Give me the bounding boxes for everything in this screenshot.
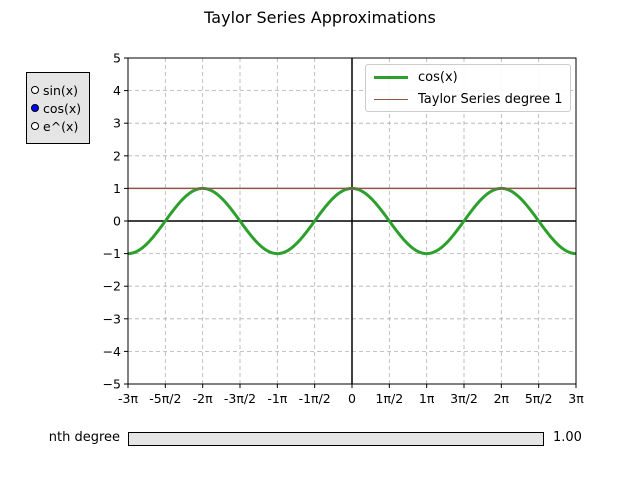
y-tick-label-1: −4 — [103, 344, 121, 359]
y-tick-label-5: 0 — [113, 214, 121, 229]
degree-slider[interactable] — [128, 432, 544, 446]
y-tick-label-0: −5 — [103, 377, 121, 392]
radio-sin-label[interactable]: sin(x) — [43, 82, 79, 98]
legend-swatch-taylor — [374, 98, 408, 100]
radio-cos-indicator[interactable] — [31, 104, 39, 112]
radio-cos-label[interactable]: cos(x) — [43, 100, 82, 116]
x-tick-label-5: -1π/2 — [299, 391, 331, 406]
x-tick-label-6: 0 — [348, 391, 356, 406]
legend-label-taylor: Taylor Series degree 1 — [418, 91, 563, 107]
slider-value: 1.00 — [553, 430, 582, 445]
y-tick-label-7: 2 — [113, 148, 121, 163]
y-tick-label-8: 3 — [113, 116, 121, 131]
legend-item-taylor: Taylor Series degree 1 — [374, 89, 563, 109]
x-tick-label-12: 3π — [568, 391, 584, 406]
x-tick-label-8: 1π — [419, 391, 435, 406]
x-tick-label-11: 5π/2 — [525, 391, 553, 406]
radio-exp-label[interactable]: e^(x) — [43, 118, 79, 134]
radio-cos[interactable]: cos(x) — [31, 99, 81, 117]
radio-exp[interactable]: e^(x) — [31, 117, 78, 135]
series-layer — [127, 186, 577, 256]
legend-label-cos: cos(x) — [418, 69, 458, 85]
legend-item-cos: cos(x) — [374, 67, 458, 87]
radio-sin[interactable]: sin(x) — [31, 81, 78, 99]
x-tick-label-9: 3π/2 — [450, 391, 478, 406]
x-tick-label-2: -2π — [193, 391, 213, 406]
x-tick-label-0: -3π — [118, 391, 138, 406]
y-tick-label-3: −2 — [103, 279, 121, 294]
y-tick-label-9: 4 — [113, 83, 121, 98]
plot-frame — [127, 57, 577, 385]
x-tick-label-7: 1π/2 — [376, 391, 404, 406]
y-tick-label-4: −1 — [103, 246, 121, 261]
slider-label: nth degree — [48, 430, 120, 445]
x-tick-label-10: 2π — [494, 391, 510, 406]
legend: cos(x) Taylor Series degree 1 — [365, 64, 571, 112]
y-tick-label-10: 5 — [113, 51, 121, 66]
radio-exp-indicator[interactable] — [31, 122, 39, 130]
function-radio-group: sin(x) cos(x) e^(x) — [26, 72, 90, 144]
chart-title: Taylor Series Approximations — [204, 8, 436, 27]
axes-layer — [128, 58, 576, 384]
x-tick-label-3: -3π/2 — [224, 391, 256, 406]
x-tick-label-4: -1π — [267, 391, 287, 406]
radio-sin-indicator[interactable] — [31, 86, 39, 94]
x-tick-label-1: -5π/2 — [149, 391, 181, 406]
ticks-layer: -3π -5π/2 -2π -3π/2 -1π -1π/2 0 1π/2 1π 3π/2 2π 5π/… — [103, 51, 585, 407]
y-tick-label-6: 1 — [113, 181, 121, 196]
y-tick-label-2: −3 — [103, 311, 121, 326]
legend-swatch-cos — [374, 75, 408, 79]
